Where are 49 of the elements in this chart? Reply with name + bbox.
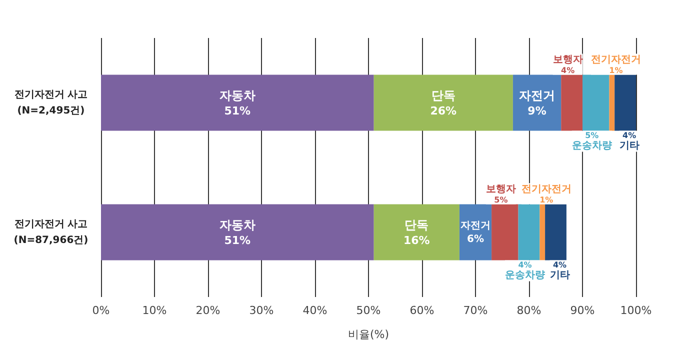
- x-tick-label: 80%: [516, 304, 542, 317]
- data-label: 6%: [467, 234, 484, 245]
- x-tick-label: 40%: [302, 304, 328, 317]
- data-label: 4%: [622, 130, 636, 140]
- x-tick-label: 30%: [249, 304, 274, 317]
- data-label: 51%: [224, 104, 251, 118]
- series-label: 기타: [619, 140, 640, 152]
- x-tick-label: 20%: [196, 304, 220, 317]
- y-tick-label: 전기자전거 사고 (N=87,966건): [14, 218, 88, 246]
- data-label: 4%: [552, 260, 567, 270]
- x-axis-title: 비율(%): [348, 328, 390, 341]
- text: 보행자: [552, 54, 583, 66]
- y-tick-label: 전기자전거 사고 (N=2,495건): [14, 89, 88, 116]
- bar: [374, 204, 460, 260]
- text: 자전거: [519, 88, 556, 102]
- data-label: 5%: [585, 130, 599, 140]
- x-tick-label: 60%: [410, 304, 434, 317]
- x-tick-label: 70%: [463, 304, 488, 317]
- text: 단독: [404, 218, 429, 232]
- data-label: 5%: [494, 195, 508, 204]
- data-label: 4%: [561, 66, 575, 75]
- bar: [512, 74, 562, 131]
- data-label: 4%: [518, 260, 532, 270]
- x-tick-label: 0%: [92, 304, 110, 317]
- data-label: 9%: [528, 104, 546, 118]
- text: 자동차: [219, 218, 256, 232]
- text: 기타: [550, 270, 570, 281]
- bar: [101, 74, 374, 131]
- series-label: 보행자: [486, 184, 516, 195]
- series-label: 전기자전거: [590, 54, 641, 66]
- x-tick-label: 50%: [356, 304, 381, 317]
- series-label: 자동차: [219, 88, 256, 102]
- x-tick-label: 90%: [570, 304, 595, 317]
- x-tick-label: 100%: [620, 304, 652, 317]
- bar: [540, 204, 546, 260]
- bar: [374, 74, 513, 131]
- x-tick-label: 10%: [142, 304, 167, 317]
- data-label: 16%: [403, 234, 430, 247]
- bar: [609, 74, 615, 131]
- data-label: 1%: [540, 195, 554, 204]
- series-label: 자전거: [460, 220, 490, 232]
- data-label: 51%: [224, 234, 251, 247]
- series-label: 단독: [431, 88, 456, 102]
- data-label: 1%: [609, 66, 623, 75]
- series-label: 운송차량: [572, 140, 612, 152]
- text: 전기자전거: [521, 184, 572, 195]
- data-label: 26%: [430, 104, 457, 118]
- bar: [101, 204, 374, 260]
- text: 운송차량: [505, 270, 545, 281]
